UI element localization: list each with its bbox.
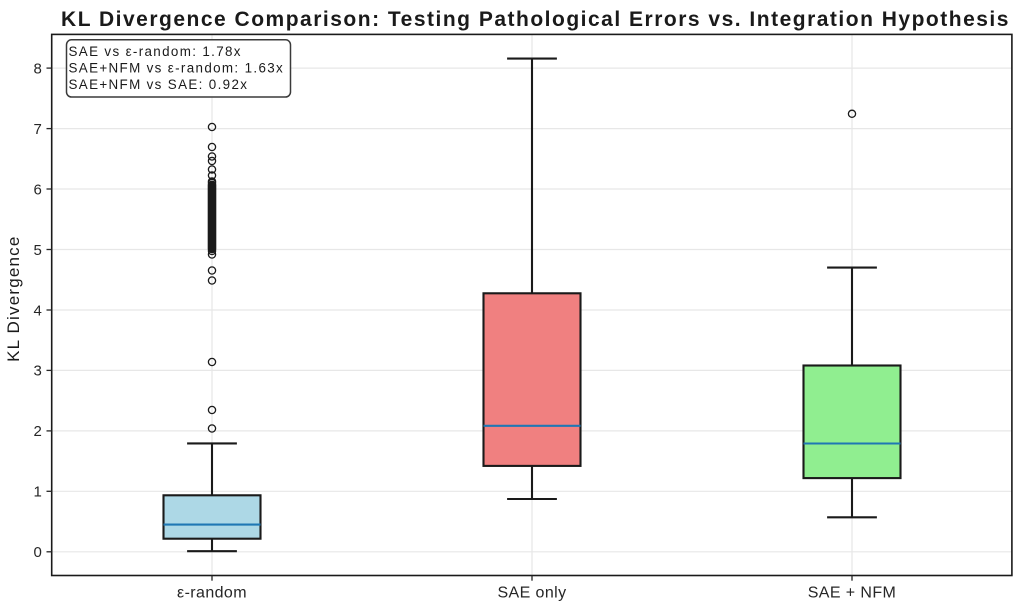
svg-text:KL Divergence Comparison: Test: KL Divergence Comparison: Testing Pathol… [61,8,1010,31]
svg-text:3: 3 [33,363,41,380]
svg-text:ε-random: ε-random [177,585,247,602]
svg-text:1: 1 [33,484,41,501]
svg-text:SAE+NFM vs ε-random: 1.63x: SAE+NFM vs ε-random: 1.63x [69,61,285,76]
svg-text:SAE + NFM: SAE + NFM [808,585,897,602]
svg-text:4: 4 [33,302,41,319]
svg-text:8: 8 [33,60,41,77]
svg-text:KL Divergence: KL Divergence [4,235,23,361]
svg-text:SAE only: SAE only [497,585,566,602]
svg-text:SAE+NFM vs SAE: 0.92x: SAE+NFM vs SAE: 0.92x [69,77,249,92]
svg-text:7: 7 [33,121,41,138]
svg-text:SAE vs ε-random: 1.78x: SAE vs ε-random: 1.78x [69,44,242,59]
svg-text:6: 6 [33,181,41,198]
svg-text:2: 2 [33,423,41,440]
svg-text:5: 5 [33,242,41,259]
svg-text:0: 0 [33,544,41,561]
